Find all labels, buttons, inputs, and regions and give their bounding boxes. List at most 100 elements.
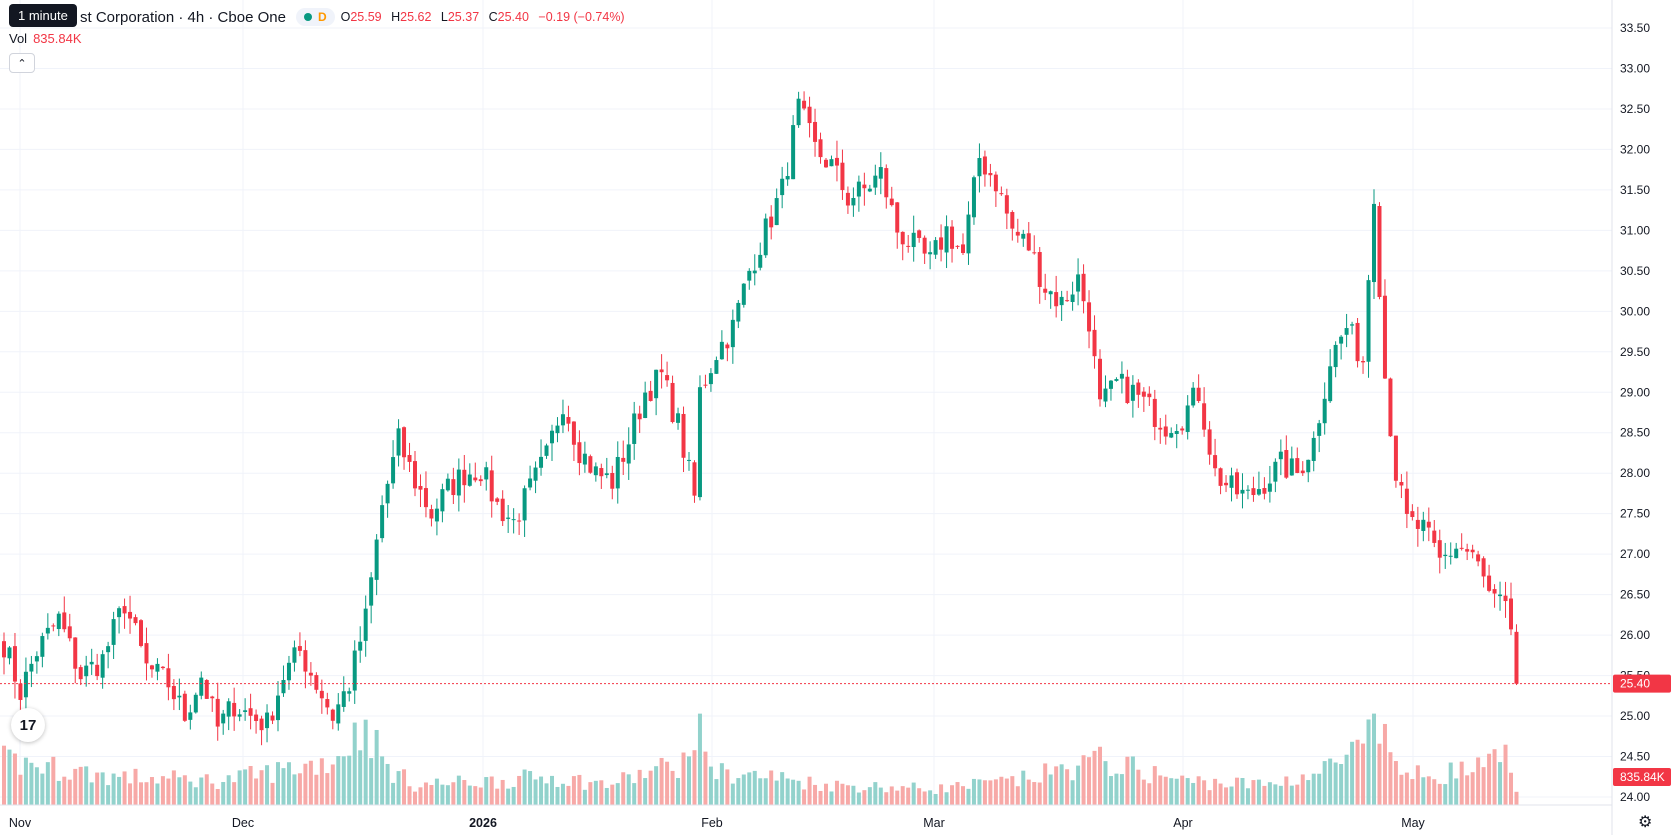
volume-bar	[643, 778, 648, 805]
volume-bar	[1410, 779, 1415, 805]
candle-body	[665, 375, 670, 381]
volume-bar	[774, 780, 779, 805]
volume-bar	[1092, 750, 1097, 805]
x-tick-label: Apr	[1173, 816, 1192, 830]
candle-body	[1130, 384, 1135, 401]
candle-body	[1393, 435, 1398, 481]
candle-body	[1251, 488, 1256, 496]
high-value: 25.62	[400, 10, 432, 24]
candle-body	[1087, 302, 1092, 332]
candle-body	[851, 197, 856, 206]
volume-bar	[128, 783, 133, 805]
x-tick-label: Feb	[701, 816, 723, 830]
candle-body	[1421, 519, 1426, 531]
candle-body	[1382, 295, 1387, 379]
candle-body	[1114, 379, 1119, 381]
candle-body	[292, 647, 297, 663]
volume-bar	[149, 777, 154, 805]
symbol-title[interactable]: st Corporation · 4h · Cboe One	[80, 8, 286, 26]
candle-body	[1103, 388, 1108, 402]
candle-body	[950, 226, 955, 249]
volume-bar	[248, 766, 253, 805]
candle-body	[111, 619, 116, 645]
volume-bar	[1443, 784, 1448, 805]
candle-body	[122, 606, 127, 614]
candle-body	[1152, 398, 1157, 427]
volume-bar	[993, 779, 998, 805]
y-tick-label: 24.00	[1620, 790, 1650, 804]
volume-bar	[1098, 746, 1102, 805]
candle-body	[1333, 344, 1338, 368]
candle-body	[566, 417, 571, 424]
volume-bar	[139, 782, 143, 805]
volume-bar	[456, 775, 461, 805]
candle-body	[796, 98, 801, 126]
volume-bar	[752, 770, 757, 805]
volume-bar	[1306, 780, 1311, 805]
volume-bar	[45, 762, 50, 805]
volume-bar	[467, 785, 472, 805]
candle-body	[1136, 382, 1141, 395]
volume-bar	[1377, 743, 1382, 805]
volume-bar	[1202, 780, 1207, 805]
candle-body	[1059, 296, 1064, 306]
volume-bar	[1235, 777, 1239, 805]
candle-body	[1224, 482, 1229, 486]
candle-body	[1443, 554, 1448, 557]
volume-bar	[1481, 767, 1486, 805]
volume-bar	[1015, 786, 1020, 805]
candle-body	[133, 617, 138, 624]
volume-bar	[1256, 779, 1261, 805]
volume-value: 835.84K	[33, 31, 82, 46]
volume-bar	[955, 782, 960, 805]
volume-bar	[637, 769, 642, 805]
volume-bar	[111, 773, 116, 805]
y-tick-label: 31.00	[1620, 223, 1650, 237]
volume-bar	[1300, 774, 1305, 805]
volume-bar	[1130, 756, 1135, 805]
volume-bar	[1196, 776, 1201, 805]
volume-bar	[550, 775, 554, 805]
candle-body	[29, 663, 34, 672]
volume-bar	[78, 766, 83, 805]
candle-body	[40, 636, 45, 657]
candle-body	[2, 641, 6, 658]
candle-body	[1004, 195, 1009, 214]
candle-body	[396, 428, 401, 456]
volume-bar	[1174, 778, 1179, 805]
candle-body	[1098, 358, 1102, 400]
candle-body	[1350, 324, 1355, 326]
volume-bar	[177, 777, 182, 805]
candle-body	[314, 675, 319, 690]
gear-icon[interactable]: ⚙	[1638, 814, 1653, 831]
volume-bar	[1152, 766, 1157, 805]
volume-bar	[1333, 762, 1338, 805]
candle-body	[193, 694, 198, 713]
volume-bar	[226, 775, 231, 805]
volume-bar	[741, 774, 746, 805]
collapse-legend-button[interactable]: ⌃	[9, 53, 35, 73]
tradingview-logo-icon[interactable]: 17	[11, 708, 45, 742]
candle-body	[939, 237, 944, 250]
candle-body	[243, 710, 248, 712]
candle-body	[867, 188, 872, 192]
candle-body	[988, 173, 993, 176]
volume-bar	[1213, 778, 1218, 805]
candle-body	[692, 462, 697, 496]
x-tick-label: Dec	[232, 816, 254, 830]
candle-body	[626, 444, 631, 464]
candle-body	[884, 168, 889, 198]
market-status[interactable]: D	[295, 8, 335, 26]
volume-bar	[714, 779, 719, 805]
candle-body	[1459, 547, 1464, 549]
candle-body	[1213, 455, 1218, 469]
volume-bar	[1108, 776, 1113, 805]
candle-body	[774, 198, 779, 226]
candle-body	[445, 478, 450, 491]
volume-bar	[977, 779, 982, 805]
volume-bar	[533, 779, 538, 805]
volume-bar	[610, 784, 615, 805]
volume-bar	[840, 783, 845, 805]
volume-bar	[1004, 778, 1009, 805]
